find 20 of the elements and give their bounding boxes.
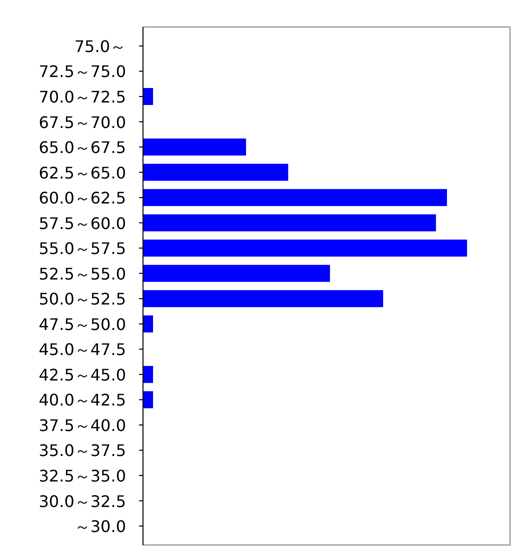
y-tick-label: 67.5～70.0 bbox=[38, 112, 126, 132]
y-tick-label: 62.5～65.0 bbox=[38, 163, 126, 182]
y-tick-label: 72.5～75.0 bbox=[38, 62, 126, 82]
y-tick-label: 30.0～32.5 bbox=[38, 492, 126, 511]
y-tick-label: 60.0～62.5 bbox=[38, 188, 126, 208]
y-tick-label: 32.5～35.0 bbox=[38, 466, 126, 486]
y-tick-label: 70.0～72.5 bbox=[38, 87, 126, 106]
y-tick-label: ～30.0 bbox=[74, 517, 126, 536]
y-tick-label: 37.5～40.0 bbox=[38, 416, 126, 435]
y-tick-label: 50.0～52.5 bbox=[38, 290, 126, 309]
y-tick-label: 45.0～47.5 bbox=[38, 340, 126, 360]
y-tick-label: 35.0～37.5 bbox=[38, 441, 126, 460]
y-tick-label: 55.0～57.5 bbox=[38, 239, 126, 258]
y-tick-label: 57.5～60.0 bbox=[38, 214, 126, 233]
y-tick-label: 42.5～45.0 bbox=[38, 365, 126, 384]
y-tick-label: 40.0～42.5 bbox=[38, 390, 126, 410]
y-tick-label: 47.5～50.0 bbox=[38, 314, 126, 334]
y-tick-label: 52.5～55.0 bbox=[38, 264, 126, 284]
y-tick-label: 75.0～ bbox=[74, 36, 126, 56]
y-tick-label: 65.0～67.5 bbox=[38, 138, 126, 158]
